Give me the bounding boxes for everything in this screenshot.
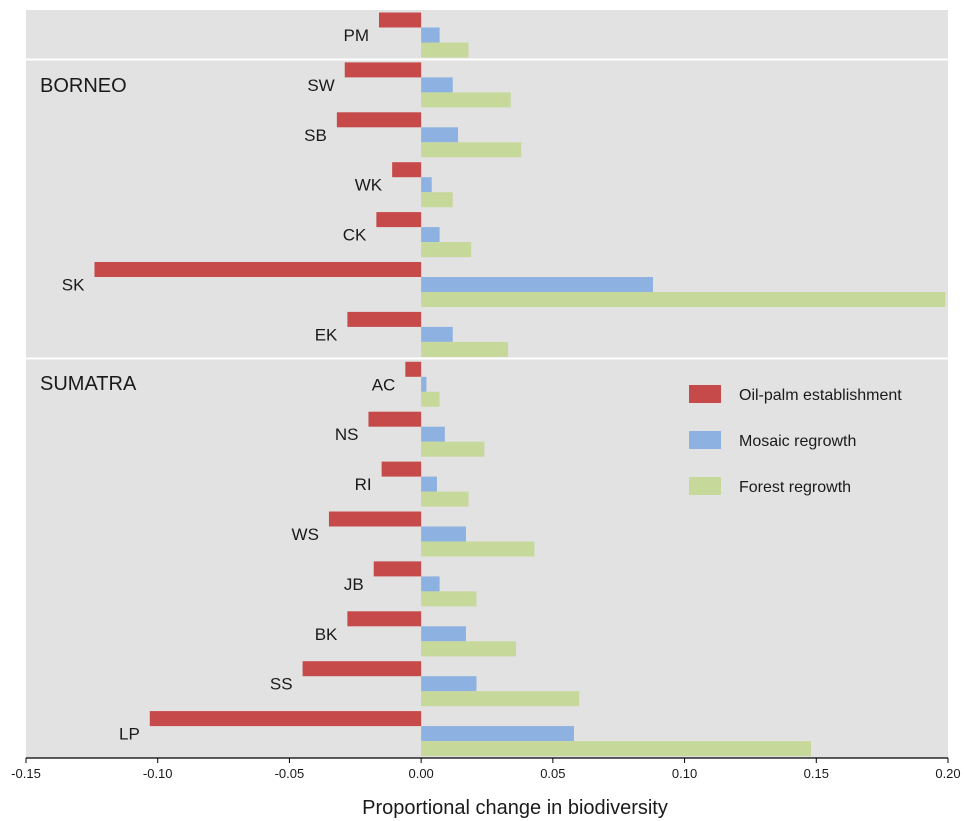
x-tick-label: 0.00: [408, 766, 433, 781]
bar-sk-mosaic: [421, 277, 653, 292]
category-label-wk: WK: [355, 176, 383, 195]
bar-pm-oil-palm: [378, 12, 422, 28]
bar-ns-oil-palm: [368, 411, 422, 427]
legend-swatch-mosaic: [689, 431, 721, 449]
bar-ek-forest: [421, 341, 509, 357]
bar-ac-forest: [421, 391, 440, 407]
bar-ck-oil-palm: [376, 212, 422, 228]
bar-ws-forest: [421, 541, 535, 557]
bar-ss-oil-palm: [302, 661, 422, 677]
bar-sw-mosaic: [421, 77, 453, 93]
bars-layer: [94, 12, 946, 757]
legend-label-mosaic: Mosaic regrowth: [739, 433, 856, 450]
bar-ws-oil-palm: [328, 511, 422, 527]
bar-wk-forest: [421, 192, 453, 208]
bar-ss-forest: [421, 691, 580, 707]
x-tick-label: 0.10: [672, 766, 697, 781]
bar-ss-mosaic: [421, 676, 477, 692]
x-tick-label: 0.15: [804, 766, 829, 781]
bar-bk-mosaic: [421, 626, 466, 642]
bar-bk-forest: [421, 641, 516, 657]
bar-lp-oil-palm: [149, 711, 422, 727]
bar-ac-mosaic: [421, 376, 427, 392]
bar-ek-mosaic: [421, 326, 453, 342]
bar-ns-mosaic: [421, 426, 445, 442]
legend: Oil-palm establishment Mosaic regrowth For…: [689, 385, 902, 496]
category-label-ek: EK: [315, 325, 338, 344]
category-label-lp: LP: [119, 725, 140, 744]
bar-sb-mosaic: [421, 127, 459, 143]
legend-label-oil-palm: Oil-palm establishment: [739, 387, 902, 404]
bar-jb-mosaic: [421, 576, 440, 592]
category-label-ws: WS: [292, 525, 319, 544]
category-label-ri: RI: [355, 475, 372, 494]
bar-wk-mosaic: [421, 177, 432, 193]
x-tick-label: -0.05: [275, 766, 305, 781]
group-labels: BORNEO SUMATRA: [40, 75, 137, 395]
category-label-ss: SS: [270, 675, 293, 694]
legend-swatch-forest: [689, 477, 721, 495]
category-label-jb: JB: [344, 575, 364, 594]
bar-sb-oil-palm: [336, 112, 422, 128]
bar-ck-mosaic: [421, 227, 440, 243]
bar-sw-oil-palm: [344, 62, 422, 78]
bar-ri-mosaic: [421, 476, 437, 492]
bar-ck-forest: [421, 242, 472, 258]
category-labels: PM SW SB WK CK SK EK AC NS RI WS JB BK SS LP: [62, 26, 396, 744]
category-label-bk: BK: [315, 625, 338, 644]
category-label-ck: CK: [343, 226, 367, 245]
bar-ac-oil-palm: [405, 361, 422, 377]
bar-ws-mosaic: [421, 526, 466, 542]
group-label: BORNEO: [40, 75, 127, 97]
x-tick-label: 0.20: [935, 766, 960, 781]
bar-lp-mosaic: [421, 726, 574, 742]
bar-sk-oil-palm: [94, 262, 422, 277]
category-label-sk: SK: [62, 276, 85, 295]
bar-jb-forest: [421, 591, 477, 607]
bar-bk-oil-palm: [347, 611, 422, 627]
bar-sk-forest: [421, 292, 946, 307]
x-tick-label: -0.15: [11, 766, 41, 781]
plot-background: [26, 10, 948, 758]
bar-sw-forest: [421, 92, 511, 108]
legend-swatch-oil-palm: [689, 385, 721, 403]
x-axis: -0.15 -0.10 -0.05 0.00 0.05 0.10 0.15 0.20: [11, 757, 961, 781]
category-label-sb: SB: [304, 126, 327, 145]
bar-ek-oil-palm: [347, 311, 422, 327]
x-axis-title: Proportional change in biodiversity: [362, 797, 668, 819]
category-label-pm: PM: [343, 26, 369, 45]
category-label-ns: NS: [335, 425, 359, 444]
bar-pm-forest: [421, 42, 469, 58]
bar-wk-oil-palm: [392, 162, 422, 178]
bar-ri-forest: [421, 491, 469, 507]
bar-ns-forest: [421, 441, 485, 457]
category-label-ac: AC: [372, 375, 396, 394]
bar-pm-mosaic: [421, 27, 440, 43]
bar-sb-forest: [421, 142, 522, 158]
x-tick-label: 0.05: [540, 766, 565, 781]
bar-lp-forest: [421, 741, 812, 757]
x-tick-label: -0.10: [143, 766, 173, 781]
bar-ri-oil-palm: [381, 461, 422, 477]
bar-jb-oil-palm: [373, 561, 422, 577]
legend-label-forest: Forest regrowth: [739, 479, 851, 496]
category-label-sw: SW: [307, 76, 334, 95]
group-label: SUMATRA: [40, 373, 137, 395]
plot-area: [26, 10, 948, 758]
